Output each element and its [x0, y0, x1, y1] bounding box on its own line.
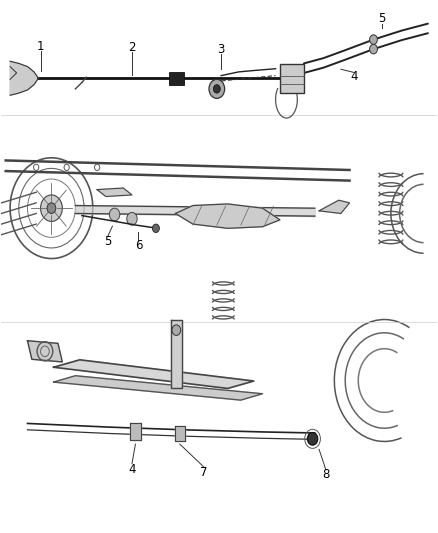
Circle shape	[307, 432, 318, 445]
Text: 7: 7	[200, 466, 208, 479]
Polygon shape	[130, 423, 141, 440]
Circle shape	[95, 164, 100, 171]
Polygon shape	[176, 425, 185, 441]
Polygon shape	[28, 341, 62, 362]
Polygon shape	[10, 61, 39, 95]
Circle shape	[370, 35, 378, 44]
Circle shape	[370, 44, 378, 54]
Polygon shape	[97, 188, 132, 197]
Circle shape	[152, 224, 159, 232]
Circle shape	[47, 203, 56, 214]
Text: 5: 5	[378, 12, 386, 25]
Text: 4: 4	[128, 463, 136, 475]
FancyBboxPatch shape	[280, 64, 304, 93]
Circle shape	[64, 164, 69, 171]
Text: 1: 1	[37, 40, 44, 53]
Polygon shape	[176, 204, 280, 228]
Circle shape	[127, 213, 137, 225]
Circle shape	[34, 164, 39, 171]
Text: 5: 5	[104, 235, 112, 247]
Text: 6: 6	[135, 239, 142, 252]
FancyBboxPatch shape	[169, 72, 184, 85]
Polygon shape	[53, 360, 254, 389]
Polygon shape	[53, 376, 262, 400]
Text: 3: 3	[218, 43, 225, 55]
Circle shape	[172, 325, 181, 335]
Circle shape	[209, 79, 225, 99]
Circle shape	[41, 195, 62, 221]
Circle shape	[110, 208, 120, 221]
Text: 4: 4	[350, 70, 358, 83]
Text: 2: 2	[128, 41, 136, 54]
Circle shape	[213, 85, 220, 93]
Text: 8: 8	[322, 468, 329, 481]
Polygon shape	[319, 200, 350, 214]
Polygon shape	[171, 319, 182, 389]
